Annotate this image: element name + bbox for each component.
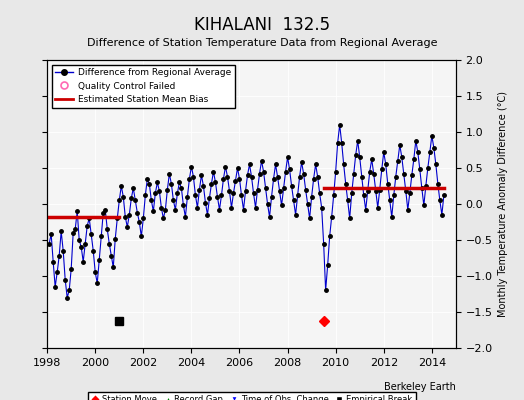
Text: Difference of Station Temperature Data from Regional Average: Difference of Station Temperature Data f… xyxy=(87,38,437,48)
Legend: Station Move, Record Gap, Time of Obs. Change, Empirical Break: Station Move, Record Gap, Time of Obs. C… xyxy=(88,392,416,400)
Text: Berkeley Earth: Berkeley Earth xyxy=(384,382,456,392)
Y-axis label: Monthly Temperature Anomaly Difference (°C): Monthly Temperature Anomaly Difference (… xyxy=(498,91,508,317)
Text: KIHALANI  132.5: KIHALANI 132.5 xyxy=(194,16,330,34)
